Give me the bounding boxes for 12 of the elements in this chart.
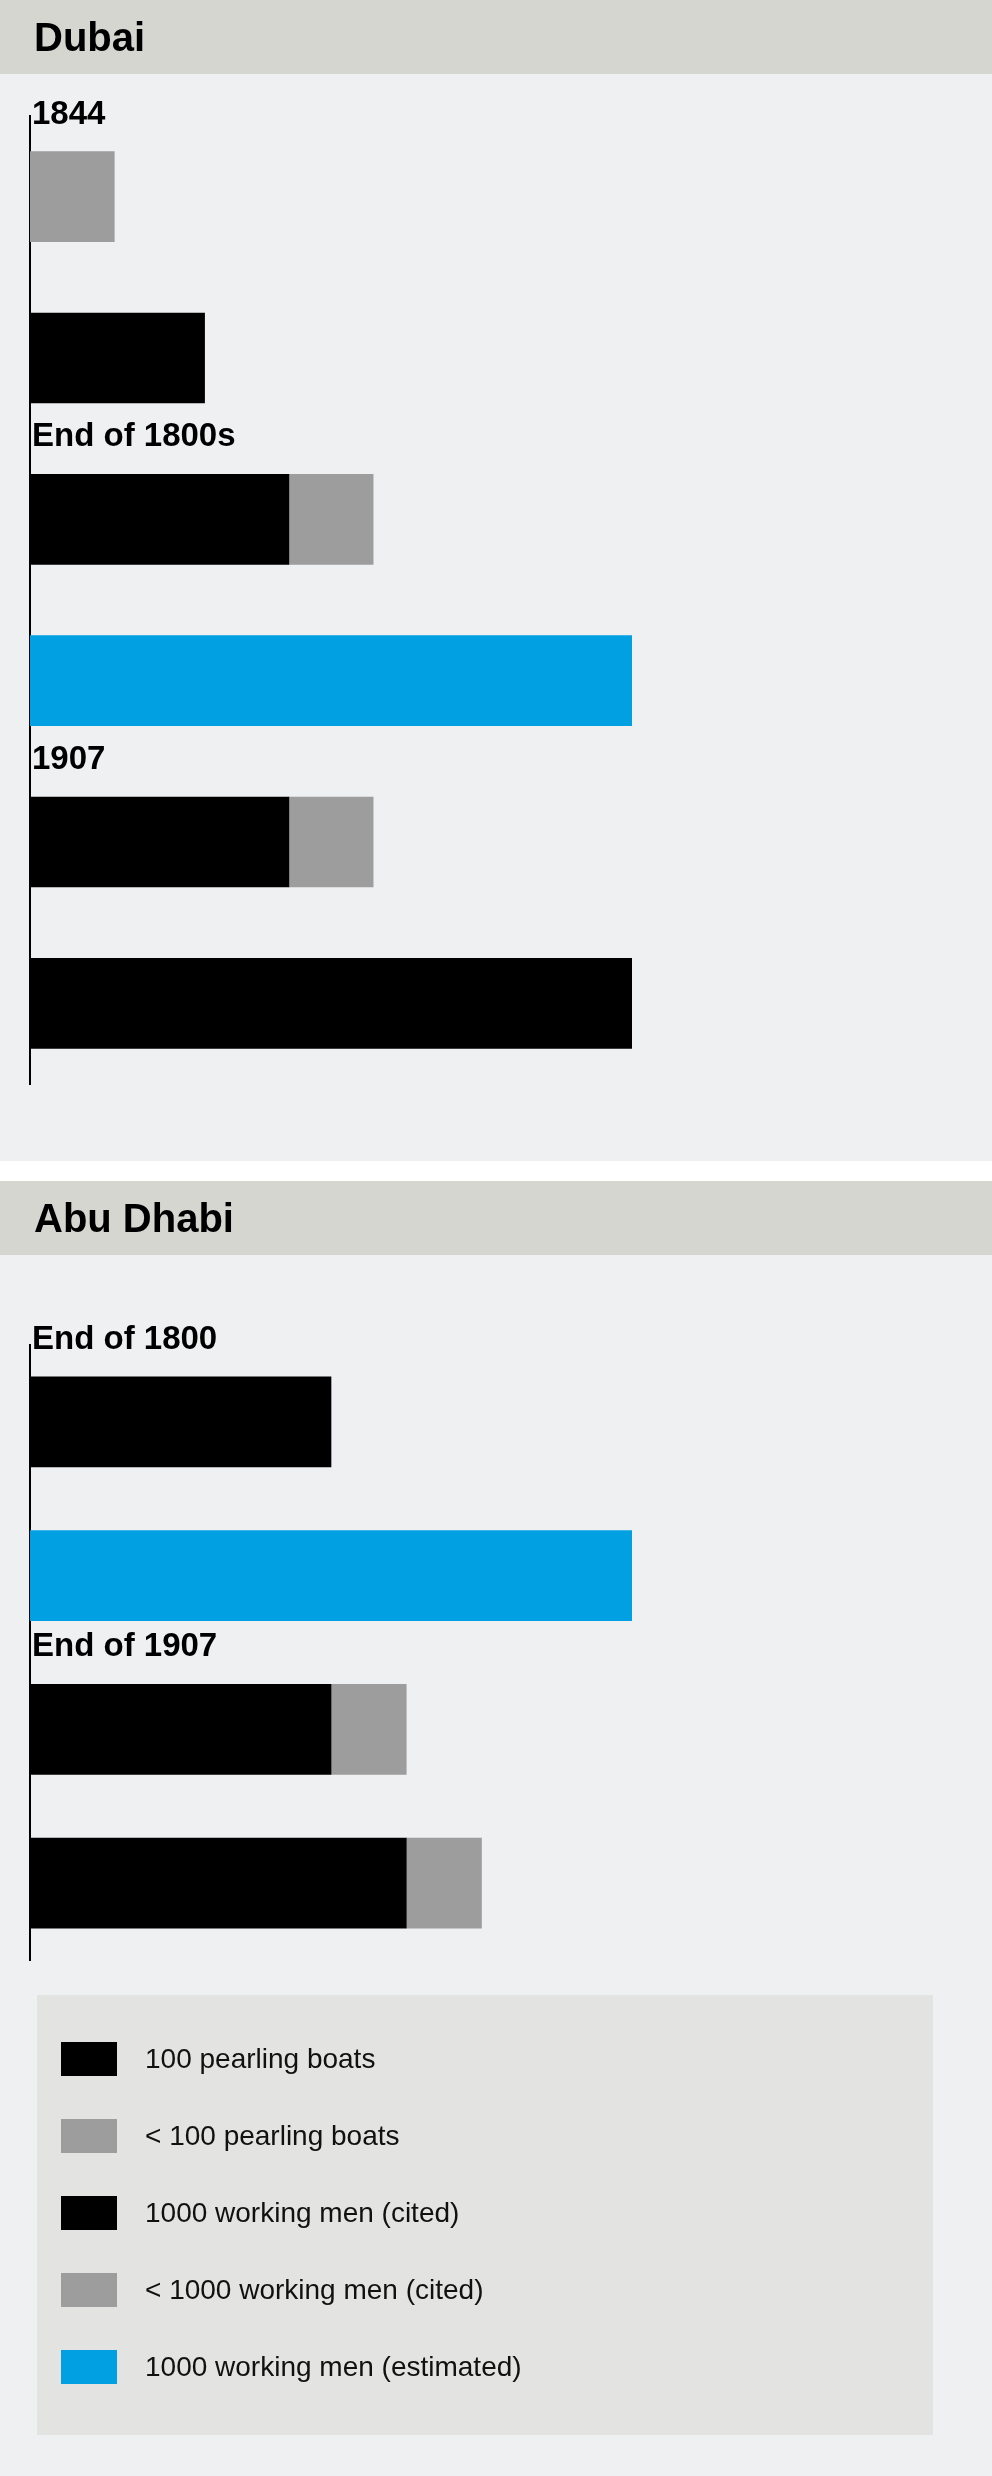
legend-label: 1000 working men (estimated) [145, 2350, 522, 2383]
y-tick-label: End of 1800 [32, 1318, 218, 1356]
chart-title: Dubai [0, 0, 992, 74]
y-tick-label: End of 1800s [32, 416, 236, 454]
chart-title: Abu Dhabi [0, 1181, 992, 1255]
legend-label: 100 pearling boats [145, 2042, 376, 2075]
legend-label: < 1000 working men (cited) [145, 2273, 484, 2306]
y-tick-label: 1844 [32, 93, 107, 131]
legend-label: < 100 pearling boats [145, 2119, 400, 2152]
y-tick-label: End of 1907 [32, 1626, 218, 1664]
y-tick-label: 1907 [32, 739, 106, 776]
legend-label: 1000 working men (cited) [145, 2196, 460, 2229]
